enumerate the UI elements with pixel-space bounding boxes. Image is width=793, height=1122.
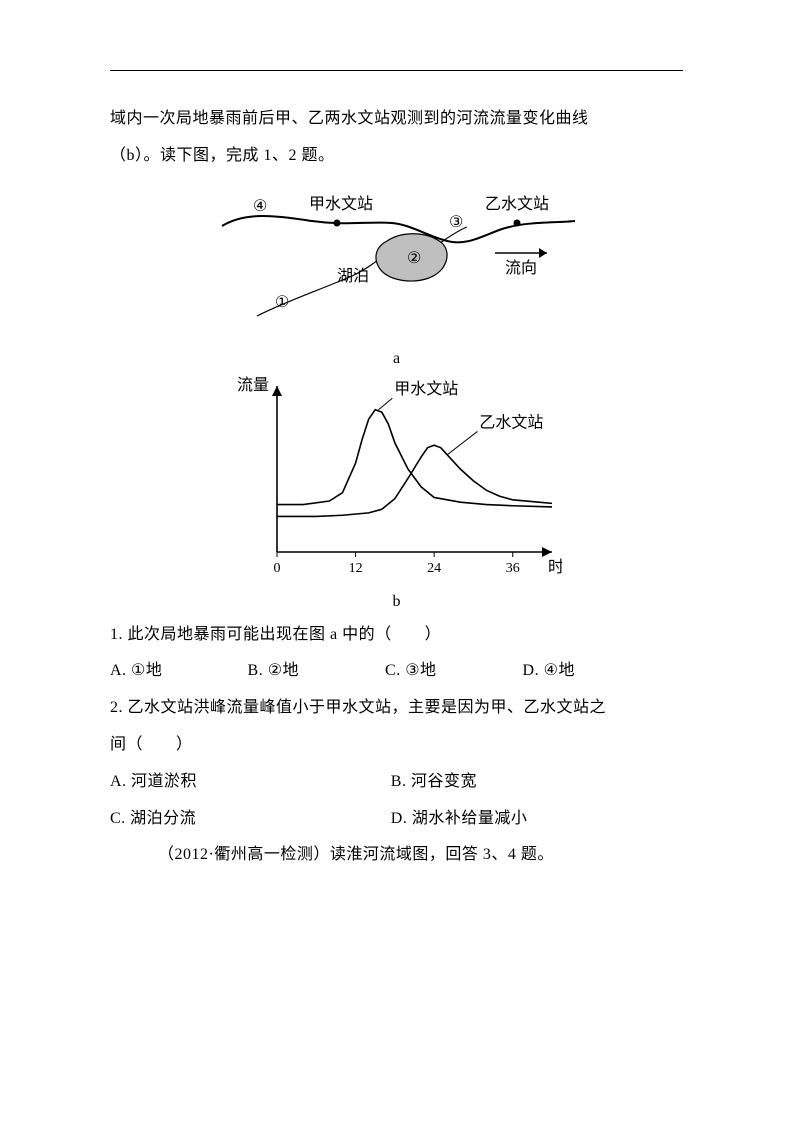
q1-opt-a: A. ①地 — [110, 653, 248, 690]
svg-text:甲水文站: 甲水文站 — [309, 195, 373, 213]
q2-stem-1: 2. 乙水文站洪峰流量峰值小于甲水文站，主要是因为甲、乙水文站之 — [110, 690, 683, 727]
q2-opt-b: B. 河谷变宽 — [391, 764, 672, 801]
intro-line1: 域内一次局地暴雨前后甲、乙两水文站观测到的河流流量变化曲线 — [110, 101, 683, 138]
q1-options: A. ①地B. ②地C. ③地D. ④地 — [110, 653, 683, 690]
svg-text:0: 0 — [273, 561, 280, 576]
svg-text:湖泊: 湖泊 — [337, 267, 369, 285]
diagram-b-svg: 0 12 24 36 流量时间 /h 甲水文站乙水文站 — [232, 374, 562, 584]
figure-a-caption: a — [110, 350, 683, 368]
svg-text:乙水文站: 乙水文站 — [485, 195, 549, 213]
q2-opt-a: A. 河道淤积 — [110, 764, 391, 801]
svg-text:乙水文站: 乙水文站 — [479, 413, 543, 431]
q1-opt-d: D. ④地 — [523, 653, 661, 690]
intro-line2: （b）。读下图，完成 1、2 题。 — [110, 138, 683, 175]
svg-text:流量: 流量 — [236, 376, 268, 394]
q1-opt-c: C. ③地 — [385, 653, 523, 690]
q2-opt-c: C. 湖泊分流 — [110, 801, 391, 838]
svg-text:12: 12 — [348, 561, 362, 576]
svg-text:①: ① — [275, 294, 289, 311]
figure-a: 甲水文站 乙水文站湖泊 流向 ④ ② ③ ① a — [110, 181, 683, 368]
svg-text:④: ④ — [253, 198, 267, 215]
q2-opt-d: D. 湖水补给量减小 — [391, 801, 672, 838]
q1-stem: 1. 此次局地暴雨可能出现在图 a 中的（ ） — [110, 617, 683, 654]
svg-text:甲水文站: 甲水文站 — [394, 380, 458, 398]
figure-b-caption: b — [110, 593, 683, 611]
svg-text:③: ③ — [449, 214, 463, 231]
svg-text:流向: 流向 — [505, 259, 537, 277]
svg-text:24: 24 — [427, 561, 441, 576]
svg-text:时间 /h: 时间 /h — [548, 558, 562, 576]
diagram-a-svg: 甲水文站 乙水文站湖泊 流向 ④ ② ③ ① — [217, 181, 577, 341]
svg-text:36: 36 — [505, 561, 519, 576]
q2-options-row1: A. 河道淤积B. 河谷变宽 — [110, 764, 683, 801]
q1-opt-b: B. ②地 — [248, 653, 386, 690]
q2-options-row2: C. 湖泊分流D. 湖水补给量减小 — [110, 801, 683, 838]
figure-b: 0 12 24 36 流量时间 /h 甲水文站乙水文站 b — [110, 374, 683, 611]
q2-stem-2: 间（ ） — [110, 727, 683, 764]
source-line: （2012·衢州高一检测）读淮河流域图，回答 3、4 题。 — [110, 837, 683, 874]
svg-text:②: ② — [407, 250, 421, 267]
page-rule — [110, 70, 683, 71]
